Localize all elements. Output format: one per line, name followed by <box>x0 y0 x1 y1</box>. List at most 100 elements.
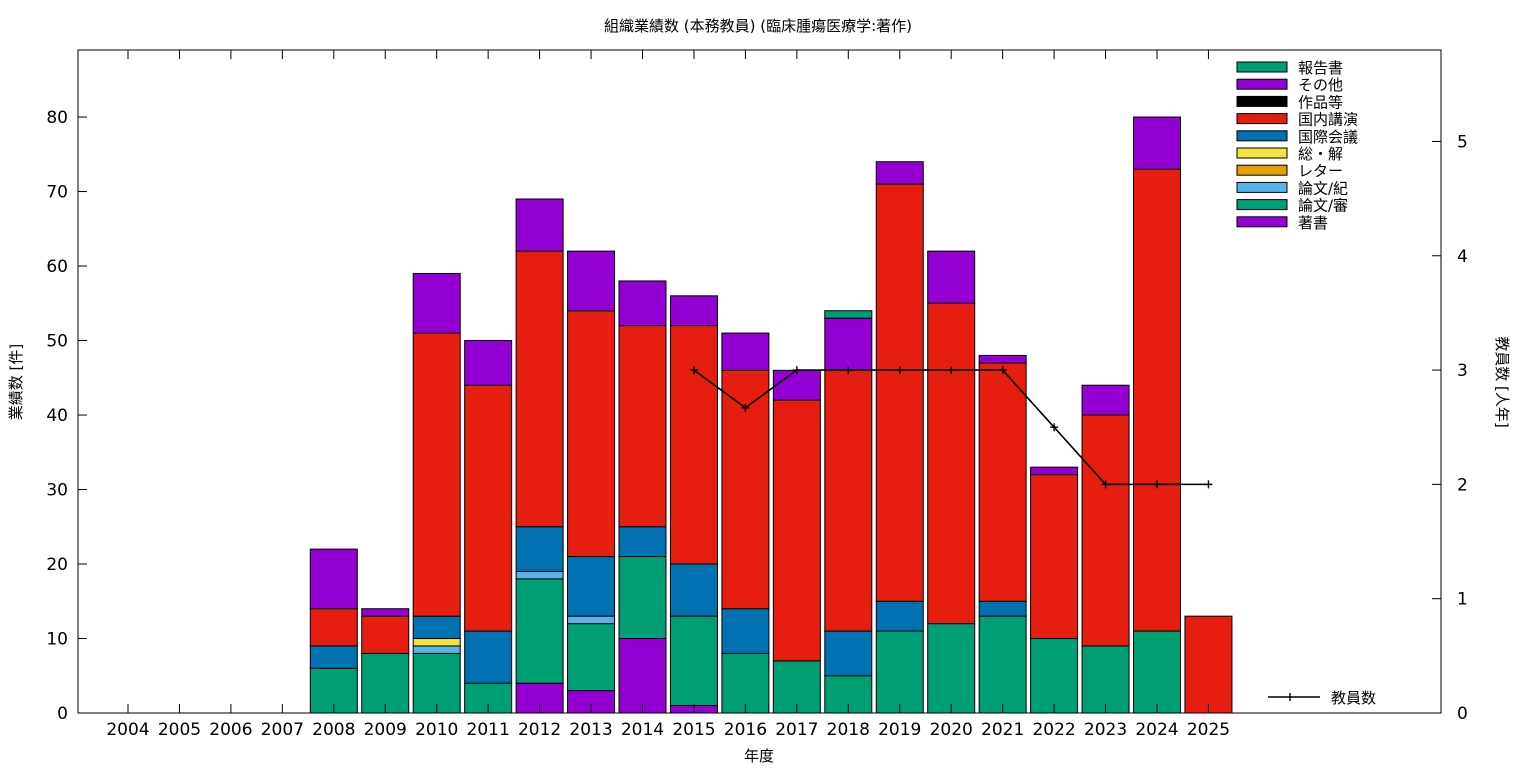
legend-label: 論文/紀 <box>1298 179 1348 197</box>
legend-swatch <box>1236 199 1288 211</box>
x-tick-label: 2022 <box>1032 720 1075 740</box>
legend-swatch <box>1236 95 1288 107</box>
bar-segment-2012-s6 <box>515 250 564 528</box>
bar-segment-2018-s9 <box>824 310 873 319</box>
bar-segment-2012-s2 <box>515 570 564 580</box>
bar-segment-2018-s6 <box>824 369 873 632</box>
x-tick-label: 2018 <box>827 720 870 740</box>
y2-tick-label: 2 <box>1457 475 1468 495</box>
x-tick-label: 2005 <box>158 720 201 740</box>
bar-segment-2014-s5 <box>618 526 667 558</box>
line-point-2016 <box>741 403 750 412</box>
legend-swatch <box>1236 130 1288 142</box>
bar-segment-2015-s1 <box>669 615 718 707</box>
line-point-2021 <box>998 366 1007 375</box>
bar-segment-2011-s8 <box>464 340 513 386</box>
line-point-2019 <box>895 366 904 375</box>
bar-segment-2015-s8 <box>669 295 718 327</box>
legend-swatch <box>1236 181 1288 193</box>
bar-segment-2011-s5 <box>464 630 513 684</box>
bar-segment-2009-s1 <box>361 652 410 714</box>
legend-label: その他 <box>1298 76 1343 94</box>
y-tick-label: 20 <box>46 555 68 575</box>
x-tick-label: 2008 <box>312 720 355 740</box>
line-point-2023 <box>1101 480 1110 489</box>
bar-segment-2018-s5 <box>824 630 873 677</box>
bar-segment-2017-s6 <box>772 399 821 662</box>
y-tick-label: 0 <box>57 704 68 724</box>
x-tick-label: 2024 <box>1135 720 1178 740</box>
y2-axis-title: 教員数 [人年] <box>1493 336 1511 427</box>
bar-segment-2009-s6 <box>361 615 410 654</box>
x-tick-label: 2004 <box>106 720 149 740</box>
bar-segment-2013-s8 <box>567 250 616 312</box>
y2-tick-label: 1 <box>1457 590 1468 610</box>
y2-tick-label: 4 <box>1457 247 1468 267</box>
x-tick-label: 2012 <box>518 720 561 740</box>
bar-segment-2014-s1 <box>618 556 667 639</box>
line-point-2017 <box>792 366 801 375</box>
legend-line-label: 教員数 <box>1331 689 1376 707</box>
bar-segment-2012-s8 <box>515 198 564 252</box>
bar-segment-2021-s8 <box>978 354 1027 364</box>
line-point-2018 <box>844 366 853 375</box>
bar-segment-2014-s6 <box>618 325 667 528</box>
bar-segment-2021-s5 <box>978 600 1027 617</box>
bar-segment-2024-s6 <box>1133 168 1181 632</box>
bar-segment-2010-s4 <box>412 638 461 647</box>
x-axis-title: 年度 <box>744 747 774 765</box>
x-tick-label: 2019 <box>878 720 921 740</box>
bar-segment-2018-s8 <box>824 317 873 371</box>
legend-swatch <box>1236 164 1288 176</box>
bar-segment-2016-s8 <box>721 332 770 371</box>
bar-segment-2012-s5 <box>515 526 564 572</box>
legend-label: 国際会議 <box>1298 128 1358 146</box>
bar-segment-2013-s2 <box>567 615 616 625</box>
chart-title: 組織業績数 (本務教員) (臨床腫瘍医療学:著作) <box>604 17 912 35</box>
bar-segment-2010-s8 <box>412 272 461 334</box>
legend-swatch <box>1236 78 1288 90</box>
bar-segment-2023-s6 <box>1081 414 1130 647</box>
y-tick-label: 10 <box>46 630 68 650</box>
bar-segment-2021-s1 <box>978 615 1027 714</box>
bar-segment-2011-s6 <box>464 384 513 632</box>
bar-segment-2013-s6 <box>567 310 616 558</box>
bar-segment-2019-s6 <box>875 183 924 602</box>
bar-segment-2016-s5 <box>721 608 770 654</box>
line-point-2025 <box>1204 480 1213 489</box>
y2-tick-label: 0 <box>1457 704 1468 724</box>
bar-segment-2010-s5 <box>412 615 461 640</box>
y-tick-label: 50 <box>46 332 68 352</box>
line-layer <box>689 366 1213 489</box>
bar-segment-2025-s6 <box>1184 615 1233 714</box>
x-tick-label: 2020 <box>930 720 973 740</box>
y-tick-label: 30 <box>46 481 68 501</box>
x-tick-label: 2021 <box>981 720 1024 740</box>
bar-segment-2022-s6 <box>1030 474 1079 640</box>
bar-segment-2019-s5 <box>875 600 924 632</box>
bar-segment-2010-s6 <box>412 332 461 617</box>
bar-segment-2015-s5 <box>669 563 718 617</box>
y-tick-label: 60 <box>46 257 68 277</box>
bar-segment-2020-s8 <box>927 250 976 304</box>
line-point-2020 <box>947 366 956 375</box>
legend-swatch <box>1236 147 1288 159</box>
x-tick-label: 2016 <box>724 720 767 740</box>
bar-segment-2022-s1 <box>1030 638 1079 714</box>
bar-segment-2010-s2 <box>412 645 461 654</box>
bar-segment-2014-s8 <box>618 280 667 327</box>
y-tick-label: 70 <box>46 183 68 203</box>
x-tick-label: 2007 <box>261 720 304 740</box>
legend-label: 作品等 <box>1298 93 1343 111</box>
x-tick-label: 2006 <box>209 720 252 740</box>
legend-swatch <box>1236 216 1288 228</box>
axes-layer: 0 10 20 30 40 50 60 70 80 0 1 2 3 4 5 2004 2005 2006 2007 2… <box>46 50 1468 740</box>
legend-label: 国内講演 <box>1298 111 1358 129</box>
bar-segment-2020-s6 <box>927 302 976 625</box>
bar-segment-2013-s5 <box>567 556 616 617</box>
bar-segment-2021-s6 <box>978 362 1027 602</box>
legend-label: 報告書 <box>1298 59 1343 77</box>
y2-tick-label: 5 <box>1457 132 1468 152</box>
bar-segment-2013-s1 <box>567 623 616 692</box>
